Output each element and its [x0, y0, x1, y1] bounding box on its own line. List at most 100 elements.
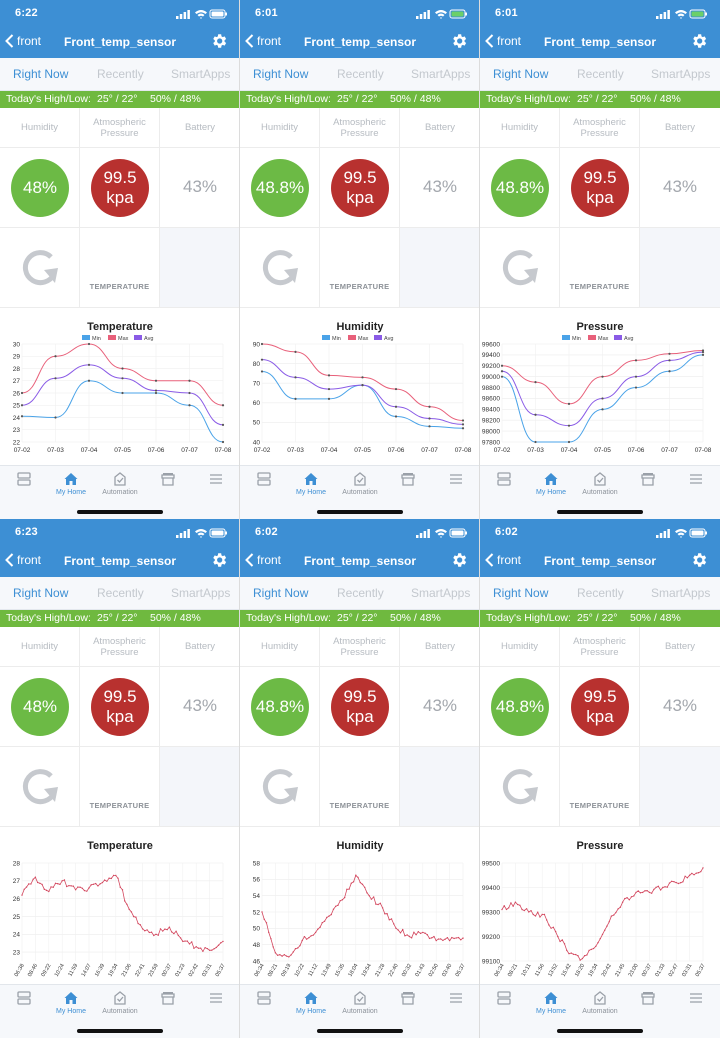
tab-menu[interactable]: [192, 471, 239, 487]
gear-icon[interactable]: [450, 32, 468, 50]
tab-right-now[interactable]: Right Now: [253, 586, 309, 600]
back-button[interactable]: front: [5, 34, 41, 48]
tile-temperature[interactable]: TEMPERATURE: [320, 747, 400, 827]
tab-menu[interactable]: [192, 990, 239, 1006]
humidity-value[interactable]: 48.8%: [491, 678, 549, 736]
tab-my-home[interactable]: My Home: [527, 990, 575, 1015]
battery-icon: [209, 528, 227, 538]
humidity-value[interactable]: 48%: [11, 159, 69, 217]
header-bar: 6:01 front Front_temp_sensor: [480, 0, 720, 58]
tab-marketplace[interactable]: [144, 990, 192, 1006]
status-icons: [416, 9, 467, 19]
tab-smartapps[interactable]: SmartApps: [171, 586, 231, 600]
humidity-value[interactable]: 48.8%: [251, 678, 309, 736]
pressure-value[interactable]: 99.5 kpa: [91, 159, 149, 217]
back-button[interactable]: front: [485, 553, 521, 567]
banner-humidity: 50% / 48%: [150, 612, 201, 624]
tab-automation[interactable]: Automation: [336, 990, 384, 1015]
battery-icon: [689, 528, 707, 538]
humidity-value[interactable]: 48.8%: [491, 159, 549, 217]
tab-marketplace[interactable]: [384, 471, 432, 487]
tab-automation[interactable]: Automation: [576, 471, 624, 496]
tab-marketplace[interactable]: [384, 990, 432, 1006]
humidity-value[interactable]: 48%: [11, 678, 69, 736]
tile-temperature[interactable]: TEMPERATURE: [560, 747, 640, 827]
gear-icon[interactable]: [210, 551, 228, 569]
tile-pressure: 99.5 kpa: [320, 667, 400, 747]
tab-menu[interactable]: [432, 990, 479, 1006]
tab-smartapps[interactable]: SmartApps: [651, 67, 711, 81]
tab-my-home[interactable]: My Home: [287, 990, 335, 1015]
pressure-value[interactable]: 99.5 kpa: [571, 678, 629, 736]
tab-smartapps[interactable]: SmartApps: [651, 586, 711, 600]
tab-right-now[interactable]: Right Now: [13, 586, 69, 600]
tab-my-home[interactable]: My Home: [527, 471, 575, 496]
tab-right-now[interactable]: Right Now: [493, 67, 549, 81]
back-button[interactable]: front: [245, 34, 281, 48]
back-button[interactable]: front: [5, 553, 41, 567]
tab-automation[interactable]: Automation: [576, 990, 624, 1015]
tab-smartapps[interactable]: SmartApps: [411, 67, 471, 81]
x-tick-label: 07-06: [628, 447, 645, 454]
tab-menu[interactable]: [432, 471, 479, 487]
pressure-value[interactable]: 99.5 kpa: [571, 159, 629, 217]
tab-my-home[interactable]: My Home: [47, 990, 95, 1015]
tile-temperature[interactable]: TEMPERATURE: [80, 747, 160, 827]
y-tick-label: 56: [253, 877, 261, 884]
gear-icon[interactable]: [210, 32, 228, 50]
back-button[interactable]: front: [245, 553, 281, 567]
refresh-icon[interactable]: [258, 246, 302, 290]
tab-marketplace[interactable]: [624, 990, 672, 1006]
tab-marketplace[interactable]: [144, 471, 192, 487]
gear-icon[interactable]: [450, 551, 468, 569]
tab-devices[interactable]: [480, 990, 528, 1006]
refresh-icon[interactable]: [18, 765, 62, 809]
tab-smartapps[interactable]: SmartApps: [171, 67, 231, 81]
tab-right-now[interactable]: Right Now: [493, 586, 549, 600]
header-bar: 6:01 front Front_temp_sensor: [240, 0, 479, 58]
tab-automation[interactable]: Automation: [96, 471, 144, 496]
refresh-icon[interactable]: [498, 246, 542, 290]
tab-devices[interactable]: [0, 990, 48, 1006]
tab-recently[interactable]: Recently: [97, 586, 144, 600]
devices-icon: [497, 991, 511, 1005]
refresh-icon[interactable]: [18, 246, 62, 290]
gear-icon[interactable]: [690, 32, 708, 50]
gear-icon[interactable]: [690, 551, 708, 569]
tile-temperature[interactable]: TEMPERATURE: [80, 228, 160, 308]
pressure-value[interactable]: 99.5 kpa: [331, 159, 389, 217]
tab-smartapps[interactable]: SmartApps: [411, 586, 471, 600]
tab-recently[interactable]: Recently: [97, 67, 144, 81]
tab-my-home[interactable]: My Home: [47, 471, 95, 496]
pressure-value[interactable]: 99.5 kpa: [91, 678, 149, 736]
tab-recently[interactable]: Recently: [337, 586, 384, 600]
data-point: [20, 391, 24, 395]
tab-devices[interactable]: [240, 990, 288, 1006]
tab-menu[interactable]: [672, 471, 720, 487]
x-tick-label: 02:50: [428, 963, 440, 978]
tab-marketplace[interactable]: [624, 471, 672, 487]
tab-my-home[interactable]: My Home: [287, 471, 335, 496]
refresh-icon[interactable]: [498, 765, 542, 809]
tile-temperature[interactable]: TEMPERATURE: [560, 228, 640, 308]
data-point: [500, 370, 504, 373]
back-button[interactable]: front: [485, 34, 521, 48]
tab-devices[interactable]: [0, 471, 48, 487]
y-tick-label: 98000: [482, 428, 500, 435]
tab-recently[interactable]: Recently: [577, 67, 624, 81]
tile-temperature[interactable]: TEMPERATURE: [320, 228, 400, 308]
x-tick-label: 02:47: [668, 963, 680, 978]
chart-title: Temperature: [87, 840, 153, 852]
tab-menu[interactable]: [672, 990, 720, 1006]
humidity-value[interactable]: 48.8%: [251, 159, 309, 217]
tab-automation[interactable]: Automation: [336, 471, 384, 496]
refresh-icon[interactable]: [258, 765, 302, 809]
pressure-value[interactable]: 99.5 kpa: [331, 678, 389, 736]
tab-devices[interactable]: [240, 471, 288, 487]
tab-right-now[interactable]: Right Now: [13, 67, 69, 81]
tab-automation[interactable]: Automation: [96, 990, 144, 1015]
tab-recently[interactable]: Recently: [577, 586, 624, 600]
tab-recently[interactable]: Recently: [337, 67, 384, 81]
tab-devices[interactable]: [480, 471, 528, 487]
tab-right-now[interactable]: Right Now: [253, 67, 309, 81]
